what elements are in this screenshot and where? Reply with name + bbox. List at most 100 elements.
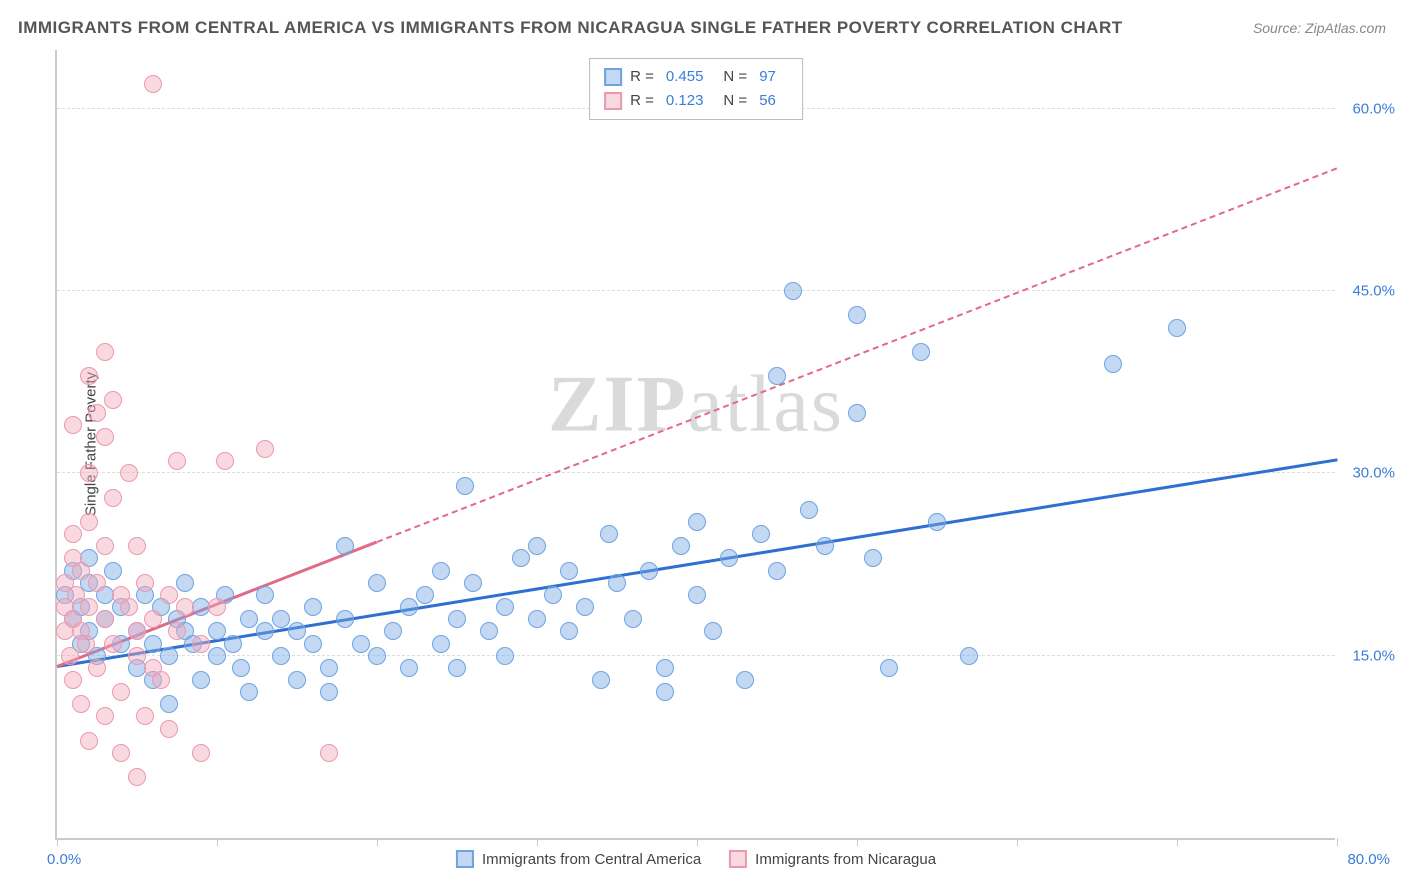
legend-r-label: R = (630, 65, 654, 89)
watermark-zip: ZIP (548, 360, 687, 448)
data-point (192, 744, 210, 762)
data-point (456, 477, 474, 495)
x-tick (857, 838, 858, 846)
data-point (256, 440, 274, 458)
data-point (64, 671, 82, 689)
data-point (528, 537, 546, 555)
data-point (400, 598, 418, 616)
x-tick (1337, 838, 1338, 846)
data-point (432, 562, 450, 580)
data-point (656, 683, 674, 701)
data-point (816, 537, 834, 555)
data-point (336, 537, 354, 555)
data-point (152, 671, 170, 689)
data-point (1104, 355, 1122, 373)
data-point (304, 598, 322, 616)
data-point (160, 647, 178, 665)
data-point (432, 635, 450, 653)
data-point (528, 610, 546, 628)
data-point (192, 671, 210, 689)
data-point (176, 598, 194, 616)
data-point (104, 489, 122, 507)
data-point (848, 404, 866, 422)
data-point (168, 622, 186, 640)
data-point (112, 744, 130, 762)
data-point (656, 659, 674, 677)
data-point (96, 707, 114, 725)
data-point (240, 610, 258, 628)
data-point (288, 671, 306, 689)
trend-line (57, 458, 1337, 668)
data-point (136, 574, 154, 592)
swatch-icon (604, 92, 622, 110)
data-point (208, 622, 226, 640)
legend-n-value: 56 (759, 89, 776, 113)
x-tick (1017, 838, 1018, 846)
data-point (928, 513, 946, 531)
data-point (88, 574, 106, 592)
legend-row: R = 0.123 N = 56 (604, 89, 788, 113)
data-point (352, 635, 370, 653)
data-point (216, 452, 234, 470)
data-point (592, 671, 610, 689)
data-point (80, 598, 98, 616)
data-point (368, 574, 386, 592)
data-point (560, 562, 578, 580)
data-point (560, 622, 578, 640)
data-point (768, 562, 786, 580)
data-point (512, 549, 530, 567)
data-point (1168, 319, 1186, 337)
legend-item: Immigrants from Nicaragua (729, 850, 936, 868)
legend-series-name: Immigrants from Nicaragua (755, 851, 936, 868)
data-point (688, 513, 706, 531)
data-point (192, 635, 210, 653)
legend-r-value: 0.455 (666, 65, 704, 89)
data-point (304, 635, 322, 653)
data-point (120, 464, 138, 482)
data-point (448, 659, 466, 677)
x-tick (57, 838, 58, 846)
series-legend: Immigrants from Central America Immigran… (456, 850, 936, 868)
y-axis-title: Single Father Poverty (83, 372, 100, 516)
legend-r-value: 0.123 (666, 89, 704, 113)
data-point (768, 367, 786, 385)
x-tick (1177, 838, 1178, 846)
data-point (96, 537, 114, 555)
chart-title: IMMIGRANTS FROM CENTRAL AMERICA VS IMMIG… (18, 18, 1123, 38)
data-point (176, 574, 194, 592)
swatch-icon (729, 850, 747, 868)
x-tick (217, 838, 218, 846)
gridline: 30.0% (57, 472, 1335, 473)
gridline: 15.0% (57, 655, 1335, 656)
data-point (336, 610, 354, 628)
data-point (61, 647, 79, 665)
data-point (80, 732, 98, 750)
watermark-atlas: atlas (687, 360, 844, 448)
data-point (96, 428, 114, 446)
data-point (64, 525, 82, 543)
legend-row: R = 0.455 N = 97 (604, 65, 788, 89)
x-axis-min-label: 0.0% (47, 851, 81, 868)
legend-n-label: N = (723, 65, 747, 89)
data-point (912, 343, 930, 361)
data-point (320, 659, 338, 677)
data-point (496, 647, 514, 665)
data-point (72, 695, 90, 713)
data-point (320, 744, 338, 762)
data-point (288, 622, 306, 640)
data-point (256, 622, 274, 640)
data-point (112, 683, 130, 701)
data-point (208, 647, 226, 665)
data-point (272, 610, 290, 628)
legend-r-label: R = (630, 89, 654, 113)
x-tick (377, 838, 378, 846)
data-point (576, 598, 594, 616)
data-point (256, 586, 274, 604)
data-point (960, 647, 978, 665)
data-point (464, 574, 482, 592)
data-point (144, 75, 162, 93)
data-point (96, 610, 114, 628)
data-point (624, 610, 642, 628)
correlation-legend: R = 0.455 N = 97 R = 0.123 N = 56 (589, 58, 803, 120)
data-point (600, 525, 618, 543)
